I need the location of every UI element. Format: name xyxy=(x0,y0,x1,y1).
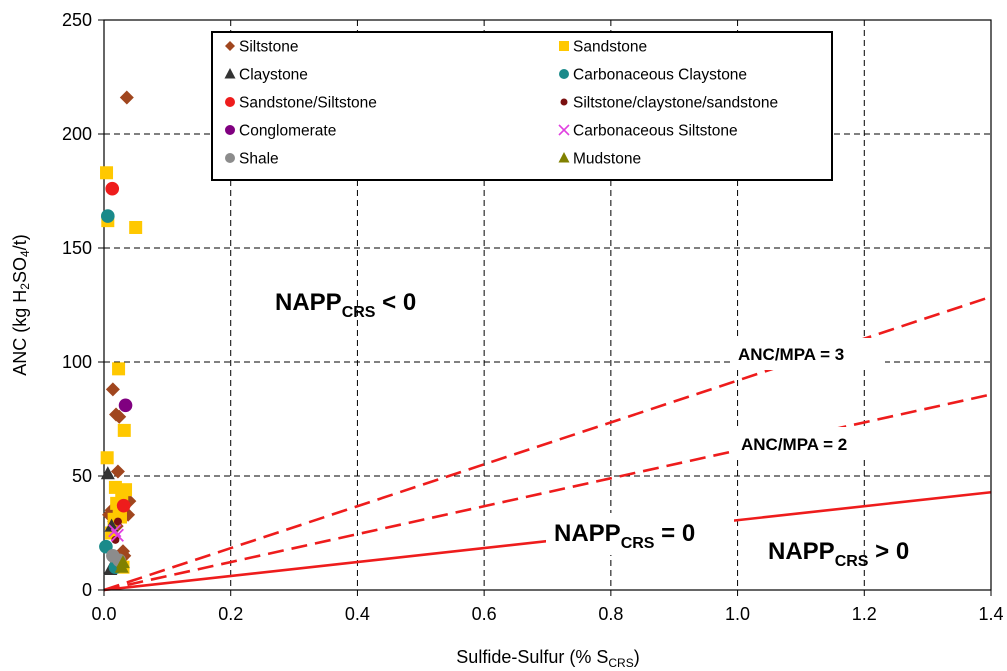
legend-item: Carbonaceous Siltstone xyxy=(558,123,738,140)
legend-label: Siltstone/claystone/sandstone xyxy=(573,95,778,112)
legend-item: Siltstone xyxy=(225,39,298,56)
legend-label: Shale xyxy=(239,151,279,168)
legend-marker xyxy=(225,41,235,51)
data-point xyxy=(119,90,134,105)
y-tick-label: 200 xyxy=(62,124,92,144)
x-tick-label: 0.0 xyxy=(91,604,116,624)
x-axis-title: Sulfide-Sulfur (% SCRS) xyxy=(456,647,639,670)
data-point xyxy=(100,166,114,180)
y-axis-ticks: 0 50 100 150 200 250 xyxy=(62,10,104,600)
legend-item: Sandstone xyxy=(559,39,647,56)
legend-marker xyxy=(224,68,236,79)
annotation-napp-eq: NAPPCRS = 0 xyxy=(554,520,695,552)
data-point xyxy=(116,498,131,513)
legend-marker xyxy=(225,125,235,135)
annotation-napp-gt: NAPPCRS > 0 xyxy=(768,538,909,570)
y-tick-label: 150 xyxy=(62,238,92,258)
legend-label: Siltstone xyxy=(239,39,298,56)
legend-label: Carbonaceous Claystone xyxy=(573,67,747,84)
annotation-napp-lt: NAPPCRS < 0 xyxy=(275,289,416,321)
data-point xyxy=(129,220,143,234)
data-point xyxy=(111,535,120,544)
data-point xyxy=(114,559,129,573)
data-point xyxy=(100,466,115,480)
legend-item: Sandstone/Siltstone xyxy=(225,95,377,112)
data-point xyxy=(113,517,122,526)
legend: Siltstone Sandstone Claystone Carbonaceous … xyxy=(211,31,833,181)
y-tick-label: 50 xyxy=(72,466,92,486)
legend-marker xyxy=(559,41,569,51)
x-tick-label: 1.2 xyxy=(852,604,877,624)
legend-label: Mudstone xyxy=(573,151,641,168)
legend-label: Sandstone/Siltstone xyxy=(239,95,377,112)
legend-item: Mudstone xyxy=(558,151,641,168)
mpa2-label-bg xyxy=(735,427,885,459)
y-tick-label: 0 xyxy=(82,580,92,600)
data-point xyxy=(110,464,125,479)
x-tick-label: 0.6 xyxy=(472,604,497,624)
annotations: ANC/MPA = 3 ANC/MPA = 2 NAPPCRS < 0 NAPP… xyxy=(275,289,909,570)
legend-marker xyxy=(558,152,570,163)
data-point xyxy=(104,518,119,532)
y-tick-label: 250 xyxy=(62,10,92,30)
data-point xyxy=(117,423,131,437)
annotation-mpa3: ANC/MPA = 3 xyxy=(738,345,844,364)
x-axis-ticks: 0.0 0.2 0.4 0.6 0.8 1.0 1.2 1.4 xyxy=(91,590,1004,624)
plot-border xyxy=(103,19,992,591)
legend-marker xyxy=(225,97,235,107)
legend-label: Claystone xyxy=(239,67,308,84)
legend-label: Carbonaceous Siltstone xyxy=(573,123,738,140)
y-tick-label: 100 xyxy=(62,352,92,372)
data-point xyxy=(112,409,127,424)
data-point xyxy=(112,362,126,376)
data-point xyxy=(110,528,124,542)
data-point xyxy=(115,487,129,501)
legend-box xyxy=(211,31,833,181)
x-tick-label: 0.8 xyxy=(598,604,623,624)
data-point xyxy=(105,382,120,397)
legend-label: Conglomerate xyxy=(239,123,336,140)
legend-label: Sandstone xyxy=(573,39,647,56)
legend-item: Shale xyxy=(225,151,279,168)
data-point xyxy=(101,209,115,223)
legend-marker xyxy=(225,153,235,163)
y-axis-title: ANC (kg H2SO4/t) xyxy=(10,234,32,375)
data-points xyxy=(99,90,143,575)
x-tick-label: 0.2 xyxy=(218,604,243,624)
x-tick-label: 1.0 xyxy=(725,604,750,624)
annotation-mpa2: ANC/MPA = 2 xyxy=(741,435,847,454)
x-tick-label: 1.4 xyxy=(978,604,1003,624)
legend-marker xyxy=(558,124,570,136)
legend-item: Conglomerate xyxy=(225,123,336,140)
data-point xyxy=(105,181,120,196)
legend-marker xyxy=(559,69,569,79)
napp-eq-label-bg xyxy=(546,513,734,555)
data-point xyxy=(100,451,114,465)
legend-item: Siltstone/claystone/sandstone xyxy=(560,95,778,112)
legend-item: Claystone xyxy=(224,67,308,84)
legend-item: Carbonaceous Claystone xyxy=(559,67,747,84)
legend-marker xyxy=(560,98,568,106)
data-point xyxy=(118,398,133,413)
x-tick-label: 0.4 xyxy=(345,604,370,624)
mpa3-label-bg xyxy=(730,338,885,370)
